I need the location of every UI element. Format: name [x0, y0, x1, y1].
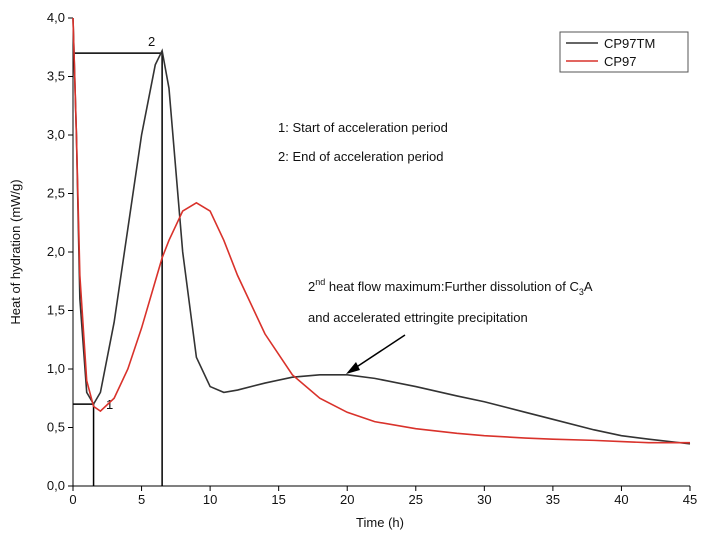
y-tick-label: 3,5 — [47, 69, 65, 84]
y-tick-label: 1,5 — [47, 303, 65, 318]
y-tick-label: 4,0 — [47, 10, 65, 25]
arrow-head — [346, 362, 360, 374]
x-tick-label: 20 — [340, 492, 354, 507]
annotation: 1 — [106, 397, 113, 412]
x-tick-label: 40 — [614, 492, 628, 507]
annotation: 2: End of acceleration period — [278, 149, 444, 164]
legend-label: CP97 — [604, 54, 637, 69]
x-tick-label: 25 — [409, 492, 423, 507]
x-tick-label: 15 — [271, 492, 285, 507]
arrow — [351, 334, 406, 371]
x-tick-label: 35 — [546, 492, 560, 507]
annotation: 2 — [148, 34, 155, 49]
annotation: 1: Start of acceleration period — [278, 120, 448, 135]
annotation-part: 3 — [579, 287, 584, 297]
x-tick-label: 45 — [683, 492, 697, 507]
x-tick-label: 5 — [138, 492, 145, 507]
x-tick-label: 0 — [69, 492, 76, 507]
annotation: and accelerated ettringite precipitation — [308, 310, 528, 325]
y-tick-label: 3,0 — [47, 127, 65, 142]
y-tick-label: 0,5 — [47, 420, 65, 435]
series-line — [72, 17, 690, 444]
annotation-part: nd — [315, 277, 325, 287]
annotation-part: heat flow maximum:Further dissolution of… — [325, 279, 579, 294]
annotation: 2nd heat flow maximum:Further dissolutio… — [308, 277, 593, 297]
legend-box — [559, 31, 689, 73]
legend-label: CP97TM — [604, 36, 655, 51]
y-tick-label: 2,5 — [47, 186, 65, 201]
x-axis-label: Time (h) — [356, 515, 404, 530]
x-tick-label: 30 — [477, 492, 491, 507]
annotation-part: A — [584, 279, 593, 294]
y-tick-label: 2,0 — [47, 244, 65, 259]
y-tick-label: 1,0 — [47, 361, 65, 376]
y-tick-label: 0,0 — [47, 478, 65, 493]
series-line — [72, 17, 691, 445]
annotation-part: 2 — [308, 279, 315, 294]
y-axis-label: Heat of hydration (mW/g) — [8, 179, 23, 324]
x-tick-label: 10 — [203, 492, 217, 507]
